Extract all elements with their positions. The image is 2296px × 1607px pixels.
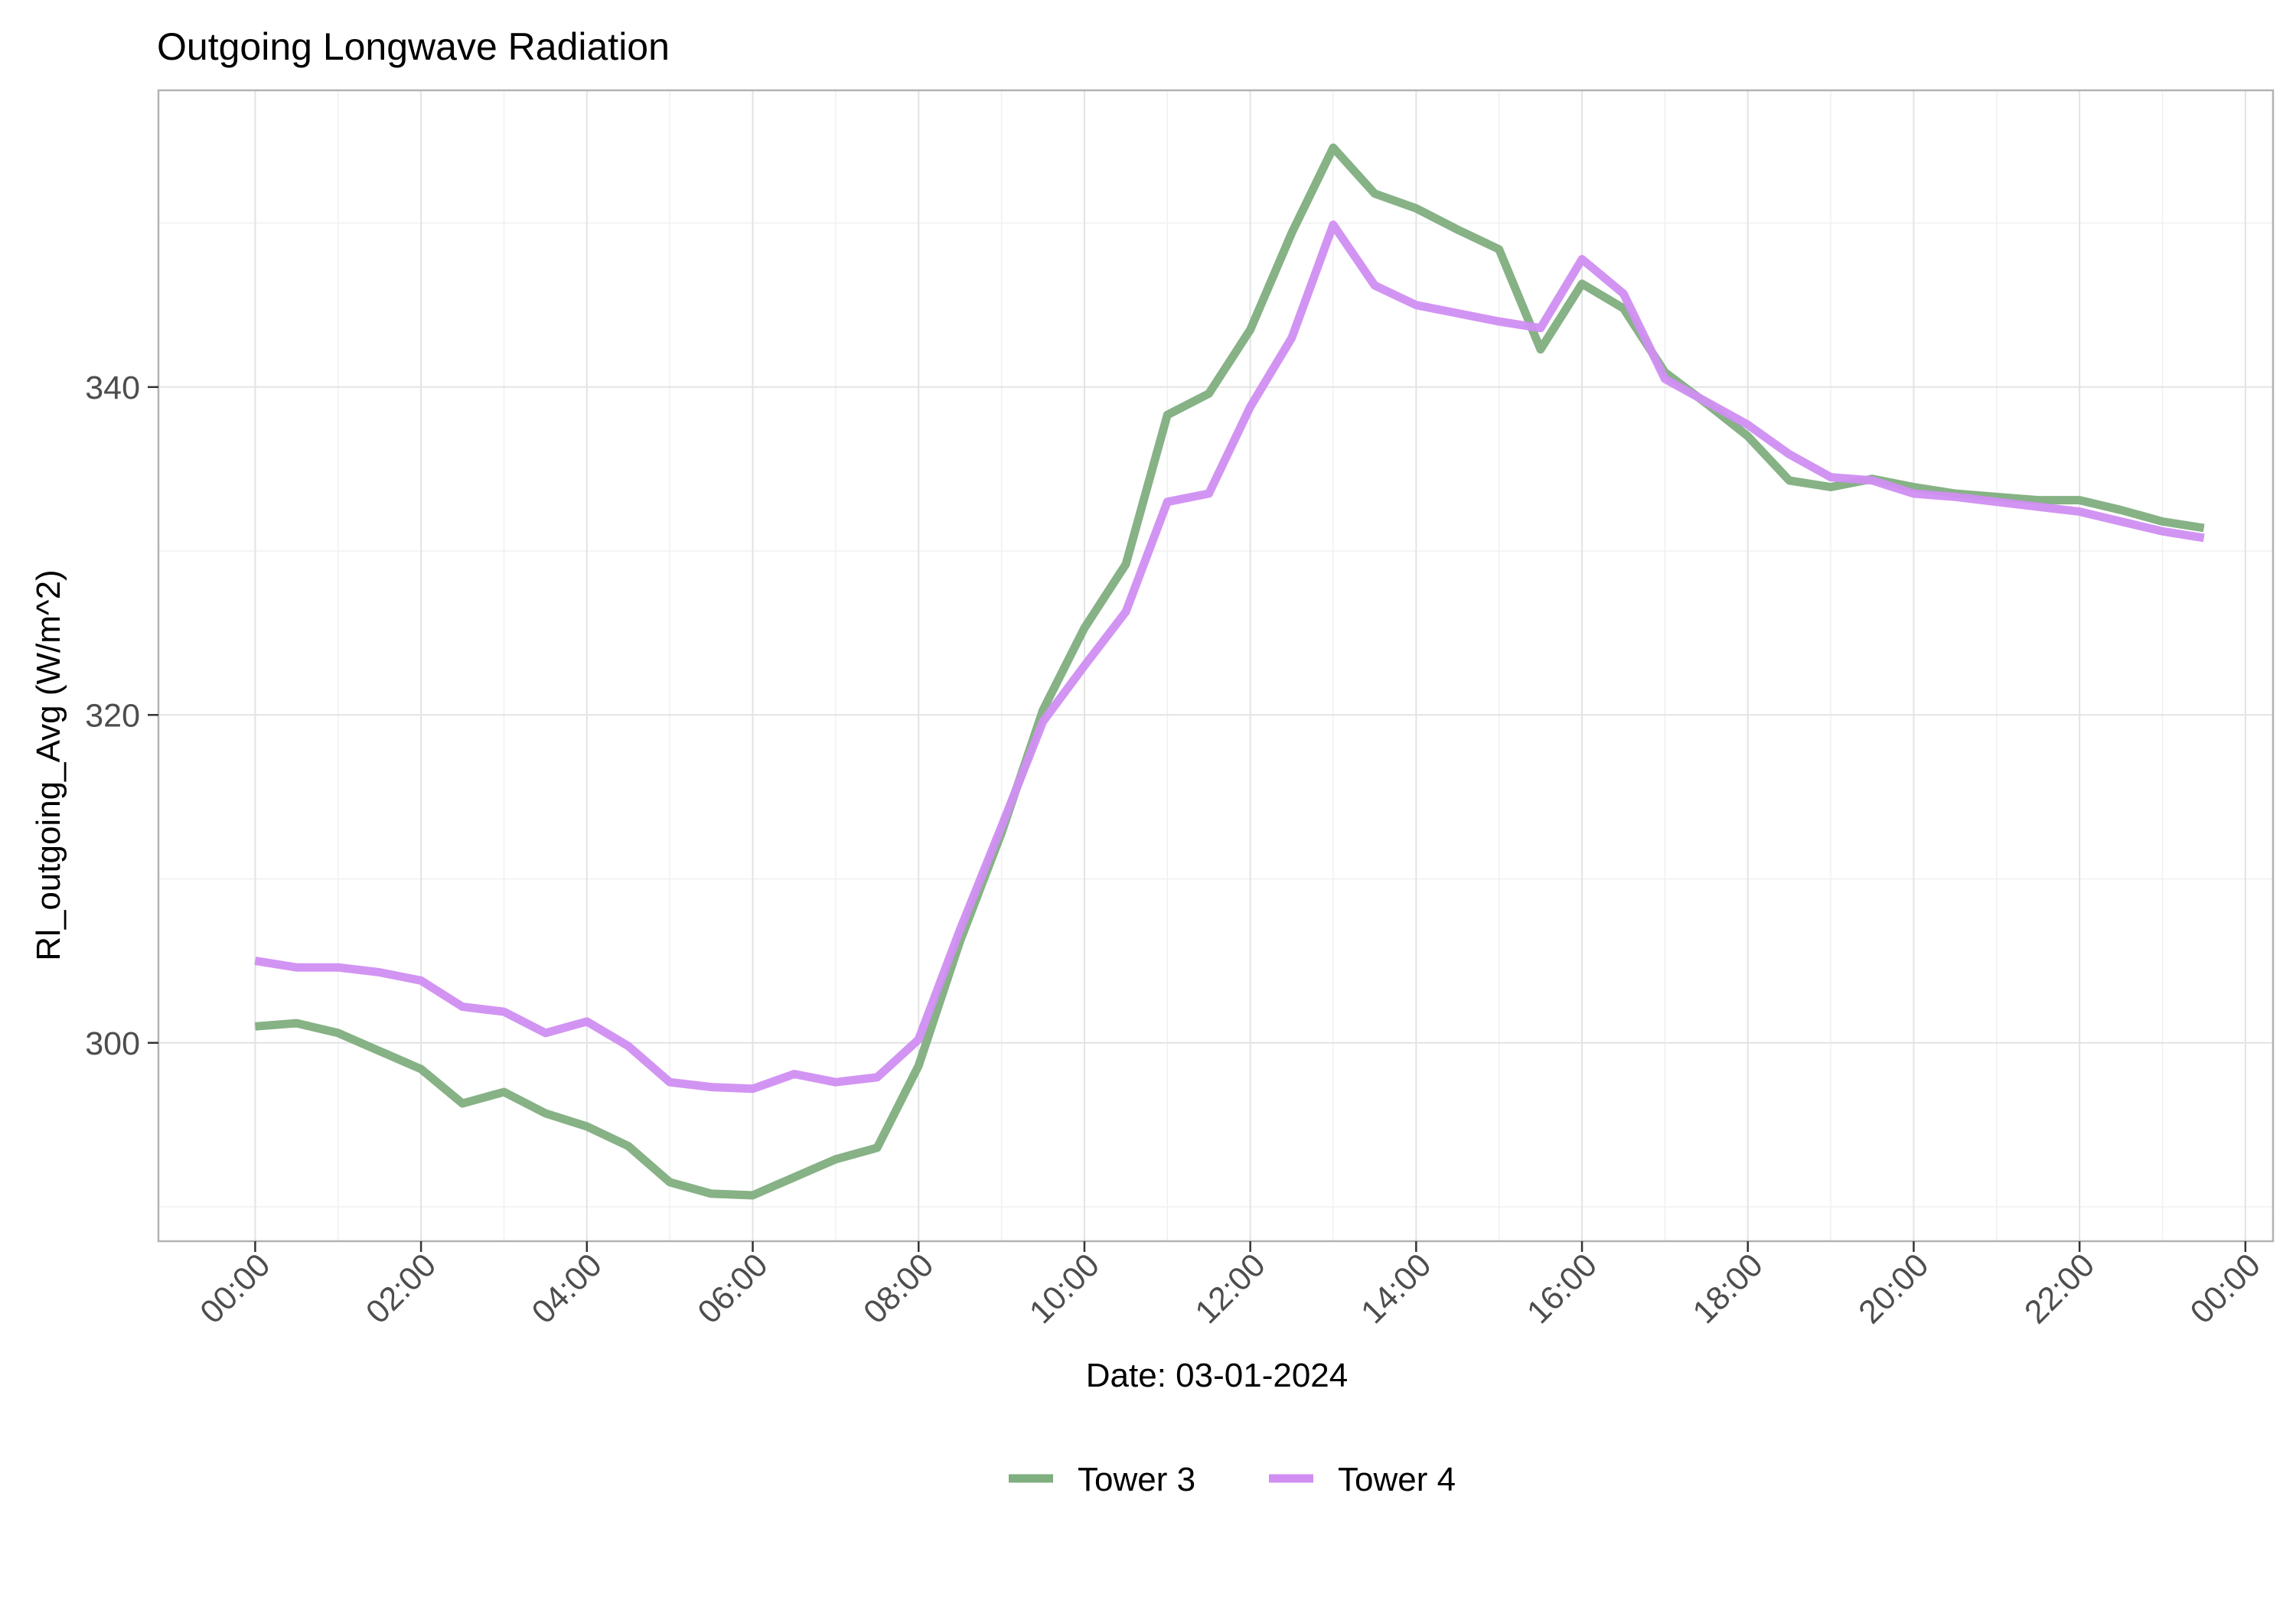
y-tick-label: 300 <box>85 1025 140 1062</box>
y-axis-label: Rl_outgoing_Avg (W/m^2) <box>30 569 67 960</box>
legend: Tower 3 Tower 4 <box>1009 1461 1456 1498</box>
y-tick-label: 320 <box>85 697 140 734</box>
series-lines <box>254 143 2205 1200</box>
grid-minor <box>158 90 2273 1241</box>
series-line-2 <box>254 220 2205 1094</box>
legend-label-1: Tower 3 <box>1078 1461 1195 1498</box>
y-axis: 300 320 340 <box>85 370 158 1062</box>
y-tick-label: 340 <box>85 370 140 406</box>
chart-title: Outgoing Longwave Radiation <box>157 25 670 68</box>
legend-label-2: Tower 4 <box>1338 1461 1456 1498</box>
x-axis-label: Date: 03-01-2024 <box>1086 1357 1348 1394</box>
plot-panel-border <box>157 89 2275 1243</box>
